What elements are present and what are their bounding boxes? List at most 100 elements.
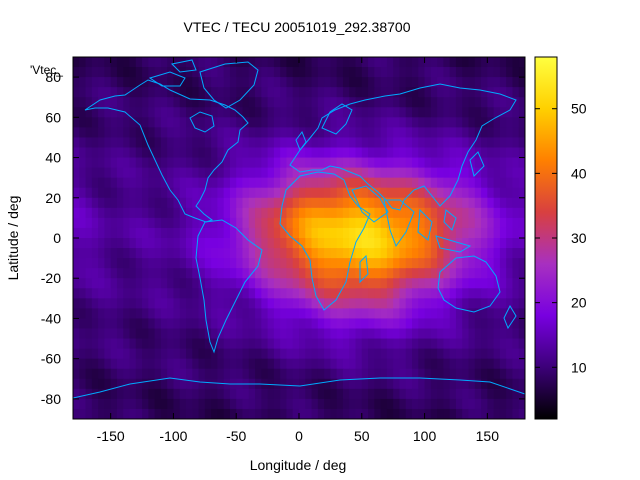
heatmap-cell — [418, 378, 426, 390]
heatmap-cell — [73, 97, 80, 108]
heatmap-cell — [73, 398, 80, 410]
heatmap-cell — [355, 187, 363, 199]
heatmap-cell — [380, 177, 388, 189]
heatmap-cell — [91, 328, 99, 340]
heatmap-cell — [217, 167, 225, 179]
heatmap-cell — [412, 408, 419, 419]
heatmap-cell — [455, 57, 463, 68]
heatmap-cell — [123, 227, 131, 239]
heatmap-cell — [154, 358, 162, 370]
heatmap-cell — [248, 388, 256, 400]
heatmap-cell — [116, 408, 124, 419]
x-tick-label: 150 — [476, 428, 500, 444]
heatmap-cell — [443, 318, 451, 330]
heatmap-cell — [154, 87, 162, 98]
heatmap-cell — [299, 398, 306, 410]
heatmap-cell — [173, 348, 181, 360]
heatmap-cell — [317, 238, 325, 249]
heatmap-cell — [167, 358, 175, 370]
heatmap-cell — [355, 207, 363, 219]
heatmap-cell — [116, 197, 124, 209]
heatmap-cell — [292, 177, 300, 189]
heatmap-cell — [91, 217, 99, 229]
heatmap-cell — [129, 157, 137, 169]
heatmap-cell — [261, 368, 269, 380]
heatmap-cell — [129, 338, 137, 350]
heatmap-cell — [455, 147, 463, 159]
heatmap-cell — [267, 258, 275, 269]
heatmap-cell — [393, 127, 401, 139]
heatmap-cell — [512, 338, 520, 350]
heatmap-cell — [386, 298, 394, 309]
heatmap-cell — [493, 197, 501, 209]
heatmap-cell — [267, 197, 275, 209]
heatmap-cell — [255, 207, 262, 219]
heatmap-cell — [305, 288, 313, 299]
heatmap-cell — [91, 238, 99, 249]
heatmap-cell — [443, 368, 451, 380]
heatmap-cell — [386, 127, 394, 139]
heatmap-cell — [499, 258, 507, 269]
heatmap-cell — [368, 238, 375, 249]
heatmap-cell — [443, 308, 451, 320]
heatmap-cell — [317, 388, 325, 400]
heatmap-cell — [135, 408, 143, 419]
heatmap-cell — [349, 378, 357, 390]
heatmap-cell — [518, 67, 525, 78]
heatmap-cell — [506, 117, 514, 128]
heatmap-cell — [104, 288, 112, 299]
heatmap-cell — [449, 388, 457, 400]
heatmap-cell — [261, 87, 269, 98]
heatmap-cell — [292, 167, 300, 179]
heatmap-cell — [405, 328, 413, 340]
heatmap-cell — [110, 127, 118, 139]
heatmap-cell — [368, 328, 375, 340]
heatmap-cell — [393, 368, 401, 380]
heatmap-cell — [342, 288, 350, 299]
heatmap-cell — [474, 258, 482, 269]
heatmap-cell — [135, 177, 143, 189]
heatmap-cell — [173, 67, 181, 78]
heatmap-cell — [211, 258, 218, 269]
heatmap-cell — [229, 207, 237, 219]
heatmap-cell — [267, 318, 275, 330]
heatmap-cell — [355, 248, 363, 259]
heatmap-cell — [443, 157, 451, 169]
heatmap-cell — [399, 187, 407, 199]
heatmap-cell — [167, 338, 175, 350]
heatmap-cell — [455, 197, 463, 209]
heatmap-cell — [342, 97, 350, 108]
heatmap-cell — [518, 127, 525, 139]
heatmap-cell — [154, 177, 162, 189]
heatmap-cell — [437, 207, 444, 219]
heatmap-cell — [73, 87, 80, 98]
heatmap-cell — [286, 288, 294, 299]
heatmap-cell — [135, 207, 143, 219]
heatmap-cell — [173, 167, 181, 179]
heatmap-cell — [412, 67, 419, 78]
heatmap-cell — [493, 177, 501, 189]
heatmap-cell — [518, 137, 525, 149]
heatmap-cell — [374, 378, 382, 390]
heatmap-cell — [198, 318, 206, 330]
heatmap-cell — [512, 238, 520, 249]
heatmap-cell — [142, 87, 149, 98]
heatmap-cell — [468, 147, 476, 159]
heatmap-cell — [512, 408, 520, 419]
heatmap-cell — [493, 157, 501, 169]
heatmap-cell — [142, 97, 149, 108]
heatmap-cell — [518, 318, 525, 330]
heatmap-cell — [299, 57, 306, 68]
heatmap-cell — [317, 97, 325, 108]
heatmap-cell — [424, 207, 432, 219]
heatmap-cell — [493, 117, 501, 128]
heatmap-cell — [79, 207, 87, 219]
heatmap-cell — [135, 147, 143, 159]
heatmap-cell — [292, 378, 300, 390]
heatmap-cell — [386, 328, 394, 340]
heatmap-cell — [443, 167, 451, 179]
heatmap-cell — [361, 398, 369, 410]
heatmap-cell — [192, 298, 200, 309]
heatmap-cell — [342, 107, 350, 118]
heatmap-cell — [380, 227, 388, 239]
